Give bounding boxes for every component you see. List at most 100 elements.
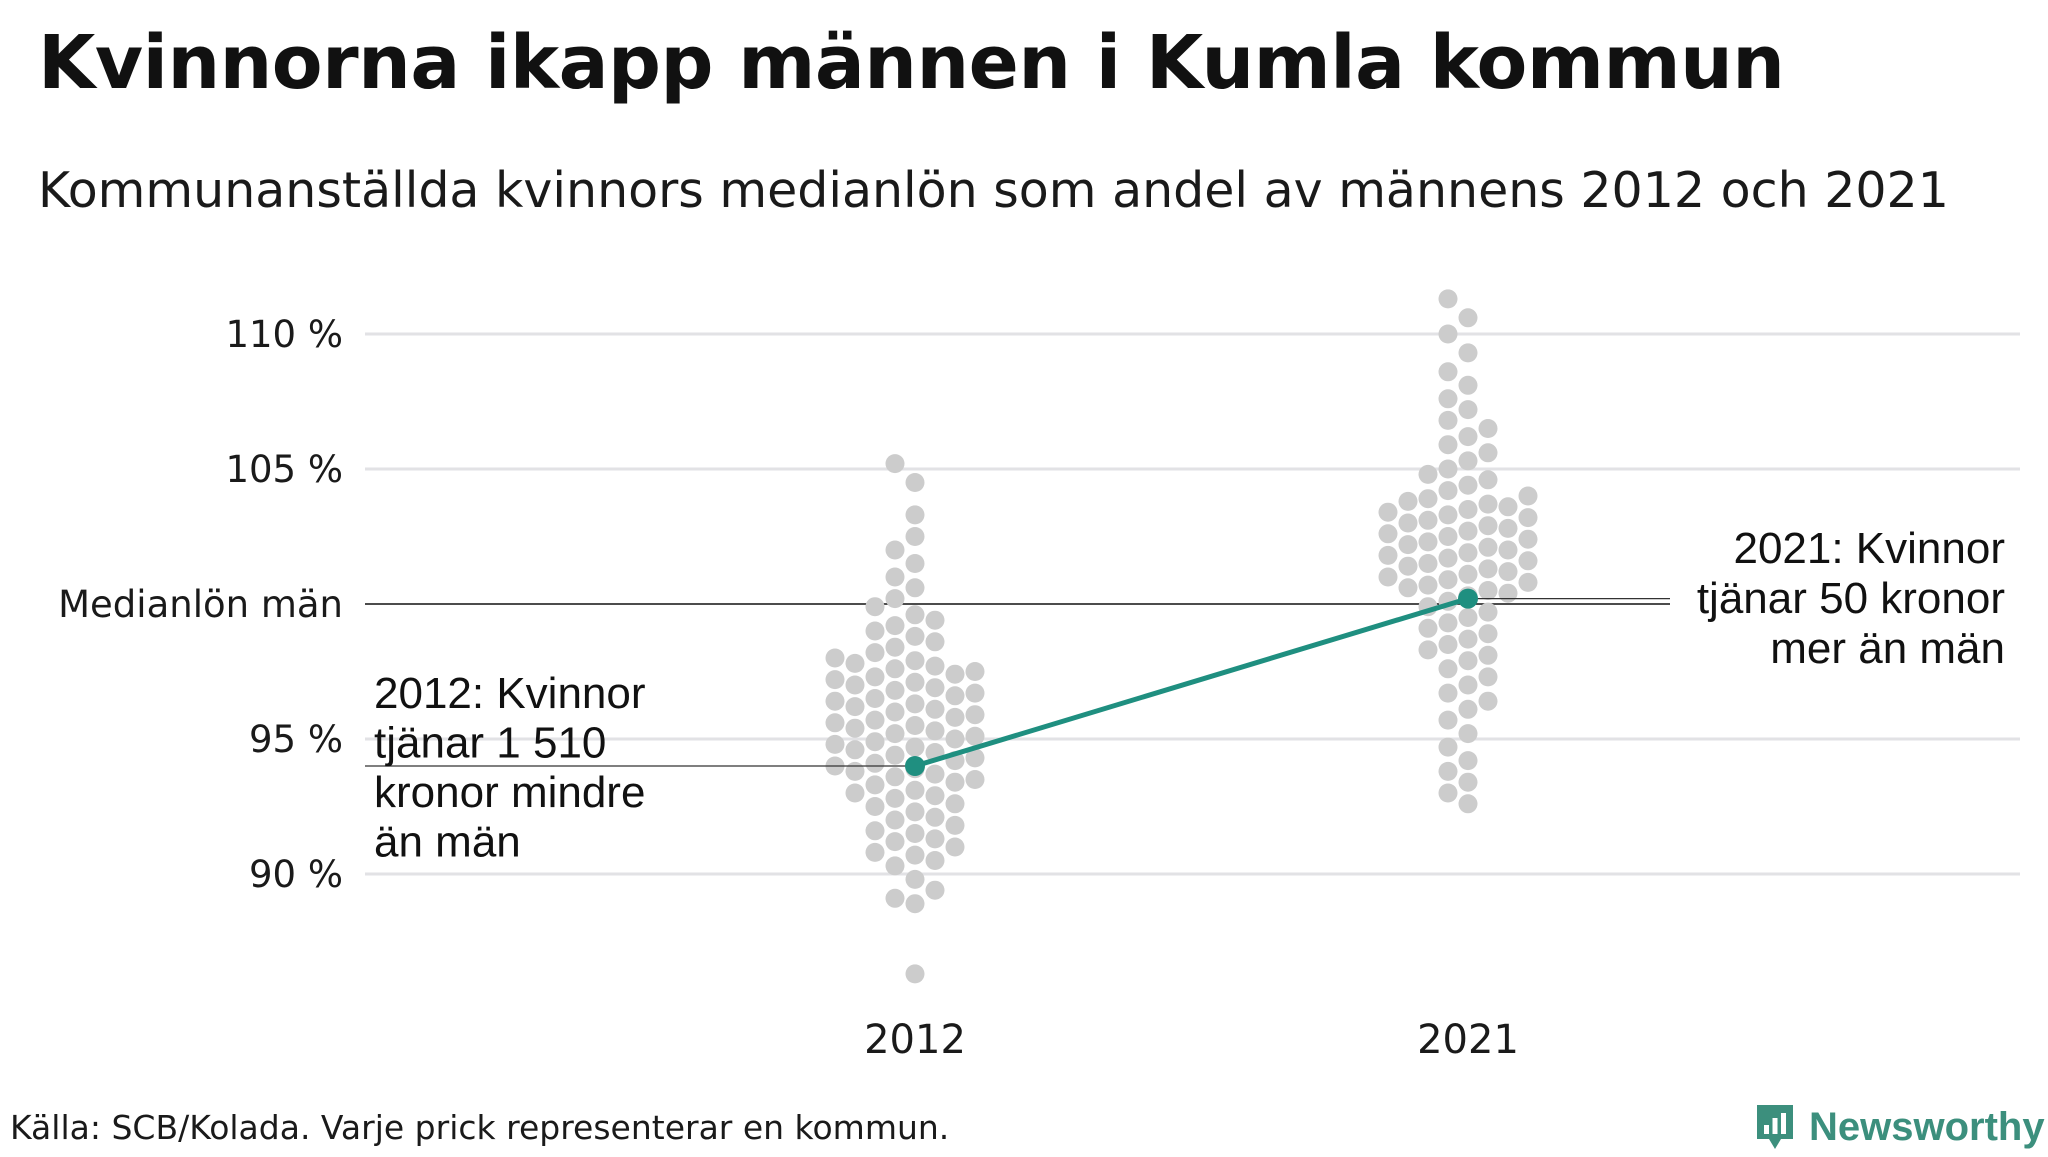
beeswarm-dot xyxy=(945,707,965,727)
beeswarm-dot xyxy=(1438,635,1458,654)
beeswarm-dot xyxy=(1458,564,1478,584)
beeswarm-dot xyxy=(1498,518,1518,538)
beeswarm-dot xyxy=(1398,578,1418,598)
beeswarm-dot xyxy=(1418,575,1438,595)
beeswarm-dot xyxy=(905,845,925,865)
y-tick-label: 95 % xyxy=(249,718,343,761)
series-point-2021 xyxy=(1458,588,1478,609)
beeswarm-dot xyxy=(1458,675,1478,695)
beeswarm-dot xyxy=(1458,724,1478,744)
beeswarm-dot xyxy=(865,732,885,752)
beeswarm-dot xyxy=(1438,459,1458,479)
beeswarm-dot xyxy=(1458,543,1478,563)
beeswarm-dot xyxy=(1438,737,1458,757)
annotation-2012-line: än män xyxy=(374,818,521,867)
beeswarm-dot xyxy=(1378,502,1398,522)
beeswarm-dot xyxy=(1438,362,1458,382)
beeswarm-dot xyxy=(925,880,945,900)
annotation-2021-line: mer än män xyxy=(1770,624,2005,673)
beeswarm-chart: 90 % 95 % Medianlön män 105 % 110 % 2012 2021… xyxy=(58,289,2020,1063)
beeswarm-dot xyxy=(865,821,885,841)
beeswarm-dot xyxy=(885,832,905,852)
beeswarm-dot xyxy=(845,697,865,717)
beeswarm-dot xyxy=(885,888,905,908)
beeswarm-dot xyxy=(1418,464,1438,484)
annotation-2021-line: tjänar 50 kronor xyxy=(1697,574,2005,623)
beeswarm-dot xyxy=(825,648,845,668)
beeswarm-dot xyxy=(945,837,965,857)
beeswarm-dot xyxy=(1458,629,1478,649)
beeswarm-dot xyxy=(1518,508,1538,528)
beeswarm-dot xyxy=(945,772,965,792)
beeswarm-dot xyxy=(1438,548,1458,568)
chart-subtitle: Kommunanställda kvinnors medianlön som a… xyxy=(38,162,1949,219)
y-tick-label: 90 % xyxy=(249,853,343,896)
beeswarm-dot xyxy=(865,689,885,708)
beeswarm-dot xyxy=(905,651,925,671)
beeswarm-dot xyxy=(1458,699,1478,719)
beeswarm-dot xyxy=(965,726,985,746)
beeswarm-dot xyxy=(845,675,865,695)
beeswarm-dot xyxy=(1478,537,1498,557)
beeswarm-dot xyxy=(905,505,925,525)
beeswarm-dot xyxy=(825,734,845,754)
source-note: Källa: SCB/Kolada. Varje prick represent… xyxy=(10,1108,950,1147)
beeswarm-dot xyxy=(845,653,865,673)
beeswarm-dot xyxy=(1398,491,1418,511)
beeswarm-dot xyxy=(885,745,905,765)
beeswarm-dot xyxy=(1478,581,1498,600)
beeswarm-dot xyxy=(1438,481,1458,501)
beeswarm-dot xyxy=(845,761,865,781)
y-tick-label: 105 % xyxy=(225,448,343,491)
beeswarm-dot xyxy=(825,713,845,733)
beeswarm-dot xyxy=(905,869,925,889)
beeswarm-dot xyxy=(1458,794,1478,814)
beeswarm-dot xyxy=(925,786,945,806)
beeswarm-dot xyxy=(1418,618,1438,638)
beeswarm-dot xyxy=(885,702,905,722)
beeswarm-dot xyxy=(905,554,925,573)
beeswarm-dot xyxy=(1438,570,1458,590)
beeswarm-dot xyxy=(905,894,925,914)
beeswarm-dot xyxy=(845,718,865,738)
annotation-2012-line: tjänar 1 510 xyxy=(374,719,606,768)
beeswarm-dot xyxy=(1458,475,1478,495)
beeswarm-dot xyxy=(905,802,925,822)
beeswarm-dot xyxy=(1478,602,1498,622)
beeswarm-dot xyxy=(885,659,905,679)
beeswarm-dot xyxy=(905,964,925,984)
beeswarm-dot xyxy=(885,788,905,808)
beeswarm-dot xyxy=(1478,667,1498,687)
beeswarm-dot xyxy=(925,656,945,676)
beeswarm-dot xyxy=(905,605,925,625)
beeswarm-dot xyxy=(885,810,905,830)
chart-title: Kvinnorna ikapp männen i Kumla kommun xyxy=(38,20,1785,106)
beeswarm-dot xyxy=(925,851,945,870)
beeswarm-dot xyxy=(945,729,965,749)
beeswarm-dot xyxy=(1518,551,1538,571)
beeswarm-dot xyxy=(1498,583,1518,603)
beeswarm-dot xyxy=(865,667,885,687)
beeswarm-dot xyxy=(1498,497,1518,517)
beeswarm-dot xyxy=(1398,513,1418,533)
beeswarm-dot xyxy=(1458,427,1478,447)
beeswarm-dot xyxy=(1438,505,1458,525)
beeswarm-dot xyxy=(945,794,965,814)
beeswarm-dot xyxy=(965,748,985,768)
beeswarm-dot xyxy=(1478,419,1498,438)
beeswarm-dot xyxy=(1478,470,1498,490)
beeswarm-dot xyxy=(925,764,945,784)
beeswarm-dot xyxy=(865,797,885,816)
beeswarm-dot xyxy=(885,767,905,787)
beeswarm-dot xyxy=(905,672,925,692)
beeswarm-dot xyxy=(1478,691,1498,711)
beeswarm-dot xyxy=(885,724,905,744)
beeswarm-dot xyxy=(925,829,945,849)
beeswarm-dot xyxy=(905,694,925,714)
beeswarm-dot xyxy=(1458,608,1478,627)
beeswarm-dot xyxy=(945,686,965,706)
beeswarm-dot xyxy=(905,716,925,735)
annotation-2012-line: 2012: Kvinnor xyxy=(374,669,646,718)
beeswarm-dot xyxy=(865,753,885,773)
